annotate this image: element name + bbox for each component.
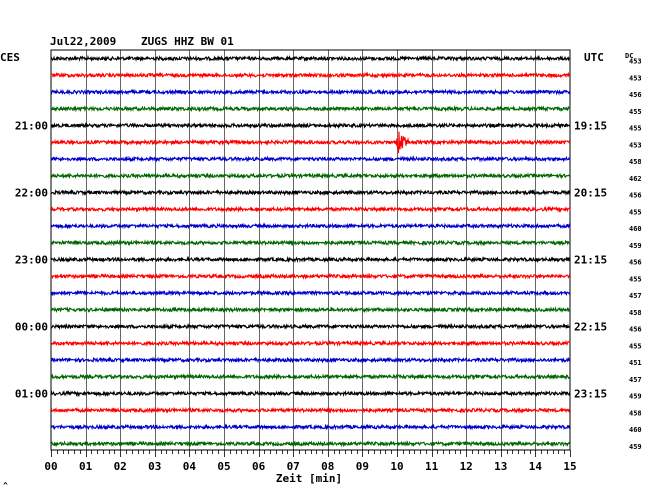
trace-line [50, 322, 571, 331]
right-timezone-label: UTC [584, 51, 604, 64]
right-time-label: 22:15 [574, 321, 607, 334]
left-time-label: 21:00 [15, 120, 48, 133]
left-time-label: 00:00 [15, 321, 48, 334]
trace-line [50, 88, 571, 96]
dc-offset-value: 456 [629, 326, 642, 334]
dc-offset-value: 455 [629, 342, 642, 350]
trace-line [50, 155, 571, 163]
x-tick-label: 05 [217, 460, 230, 473]
seismic-traces [50, 54, 571, 448]
trace-line [50, 205, 571, 214]
dc-offset-value: 455 [629, 208, 642, 216]
x-tick-label: 01 [79, 460, 93, 473]
trace-line [50, 172, 571, 180]
dc-offset-value: 457 [629, 376, 642, 384]
trace-line [50, 373, 571, 381]
right-time-label: 19:15 [574, 120, 607, 133]
vertical-gridlines [86, 50, 536, 450]
dc-offset-value: 456 [629, 91, 642, 99]
dc-offset-value: 458 [629, 309, 642, 317]
dc-offset-value: 453 [629, 141, 642, 149]
dc-offset-value: 462 [629, 175, 642, 183]
left-timezone-label: CES [0, 51, 20, 64]
right-time-labels: 19:15 20:15 21:15 22:15 23:15 [574, 120, 607, 401]
x-tick-label: 03 [148, 460, 161, 473]
dc-offset-value: 455 [629, 125, 642, 133]
dc-offset-value: 453 [629, 74, 642, 82]
trace-line [50, 255, 571, 264]
dc-label: DC [625, 52, 633, 60]
dc-offset-value: 459 [629, 393, 642, 401]
left-time-label: 22:00 [15, 187, 48, 200]
x-tick-label: 14 [529, 460, 543, 473]
left-time-labels: 21:00 22:00 23:00 00:00 01:00 [15, 120, 48, 401]
trace-line [50, 389, 571, 398]
trace-line [50, 339, 571, 348]
x-tick-label: 12 [460, 460, 473, 473]
x-tick-label: 06 [252, 460, 266, 473]
left-time-label: 23:00 [15, 254, 48, 267]
trace-line [50, 105, 571, 113]
right-time-label: 23:15 [574, 388, 607, 401]
dc-offset-value: 456 [629, 259, 642, 267]
trace-line [50, 406, 571, 415]
trace-line [50, 131, 571, 154]
plot-border [50, 49, 571, 451]
trace-line [50, 306, 571, 314]
x-tick-label: 02 [114, 460, 127, 473]
x-tick-label: 00 [44, 460, 57, 473]
trace-line [50, 440, 571, 448]
trace-line [50, 71, 571, 79]
x-tick-label: 10 [390, 460, 403, 473]
left-time-label: 01:00 [15, 388, 48, 401]
dc-offset-value: 460 [629, 426, 642, 434]
dc-offset-value: 451 [629, 359, 642, 367]
dc-offset-value: 459 [629, 443, 642, 451]
trace-line [50, 289, 571, 297]
x-tick-label: 11 [425, 460, 439, 473]
dc-offset-value: 455 [629, 108, 642, 116]
x-axis: 00 01 02 03 04 05 06 07 08 09 10 11 12 13 14 15 [44, 450, 577, 473]
dc-offset-value: 460 [629, 225, 642, 233]
trace-line [50, 272, 571, 281]
x-axis-label: Zeit [min] [276, 472, 342, 485]
right-time-label: 21:15 [574, 254, 607, 267]
trace-line [50, 423, 571, 431]
x-tick-label: 13 [494, 460, 507, 473]
right-time-label: 20:15 [574, 187, 607, 200]
dc-offset-value: 459 [629, 242, 642, 250]
x-tick-label: 08 [321, 460, 334, 473]
header-station: ZUGS HHZ BW 01 [141, 35, 234, 48]
trace-line [50, 356, 571, 364]
dc-offset-value: 456 [629, 192, 642, 200]
x-tick-label: 09 [356, 460, 369, 473]
dc-offset-value: 457 [629, 292, 642, 300]
dc-offset-value: 458 [629, 409, 642, 417]
dc-offset-value: 455 [629, 275, 642, 283]
corner-mark: ^ [3, 481, 8, 490]
x-tick-label: 04 [183, 460, 197, 473]
trace-line [50, 239, 571, 247]
plot-frame [50, 49, 571, 451]
header-date: Jul22,2009 [50, 35, 116, 48]
x-tick-label: 07 [287, 460, 300, 473]
dc-offset-value: 458 [629, 158, 642, 166]
trace-line [50, 121, 571, 130]
trace-line [50, 188, 571, 197]
dc-offset-value: 453 [629, 58, 642, 66]
dc-offset-values: 453 453 456 455 455 453 458 462 456 455 460 459 456 4… [629, 58, 642, 451]
trace-line [50, 54, 571, 63]
x-tick-label: 15 [563, 460, 576, 473]
trace-line [50, 222, 571, 230]
